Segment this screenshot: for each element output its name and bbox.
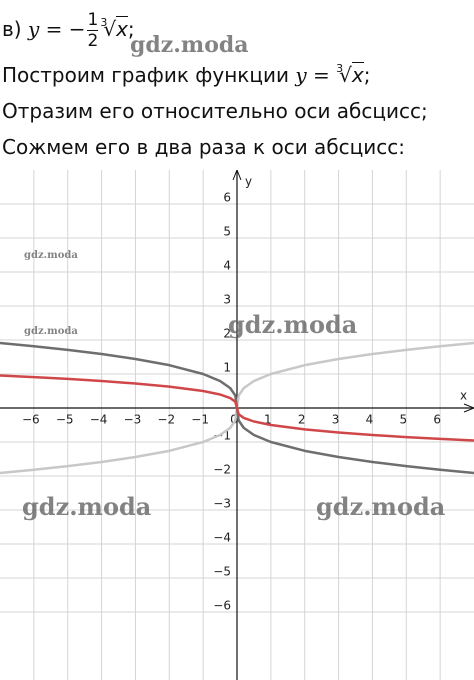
y-tick-label: −5 [213,565,231,579]
watermark: gdz.moda [130,32,249,58]
x-tick-label: −1 [191,413,209,427]
punct: ; [127,17,135,41]
y-tick-label: 3 [223,293,231,307]
radicand: x [116,16,128,41]
y-tick-label: −2 [213,463,231,477]
x-tick-label: 3 [332,413,340,427]
line2: Построим график функции y = 3√x; [2,62,371,87]
text: Построим график функции [2,63,296,87]
y-tick-label: 5 [223,225,231,239]
x-tick-label: 5 [399,413,407,427]
x-tick-label: −4 [90,413,108,427]
numerator: 1 [87,10,99,31]
formula: y = [295,63,337,87]
x-tick-label: 1 [264,413,272,427]
punct: ; [363,63,371,87]
y-tick-label: 2 [223,327,231,341]
y-tick-label: −4 [213,531,231,545]
watermark: gdz.moda [24,250,78,261]
line1: в) y = −1 2 3√x; [2,10,135,51]
x-arrow [463,403,474,413]
root-index: 3 [336,62,344,75]
line4: Сожмем его в два раза к оси абсцисс: [2,135,405,159]
formula: y = − [27,17,86,41]
label: в) [2,17,28,41]
y-arrow [232,170,242,181]
y-tick-label: −3 [213,497,231,511]
y-tick-label: 4 [223,259,231,273]
x-tick-label: −6 [22,413,40,427]
denominator: 2 [87,31,99,51]
x-tick-label: −5 [56,413,74,427]
y-tick-label: −6 [213,599,231,613]
y-tick-label: −1 [213,429,231,443]
x-tick-label: 2 [298,413,306,427]
series-line [0,374,474,442]
root-index: 3 [100,16,108,29]
x-tick-label: 6 [433,413,441,427]
radicand: x [351,62,364,87]
y-axis-label: y [245,175,252,189]
y-tick-label: 6 [223,191,231,205]
x-tick-label: 0 [230,413,238,427]
watermark: gdz.moda [24,326,78,337]
x-axis-label: x [460,389,467,403]
watermark: gdz.moda [316,492,446,521]
x-tick-label: −3 [124,413,142,427]
y-tick-label: 1 [223,361,231,375]
watermark: gdz.moda [228,310,358,339]
x-tick-label: −2 [157,413,175,427]
watermark: gdz.moda [22,492,152,521]
x-tick-label: 4 [366,413,374,427]
line3: Отразим его относительно оси абсцисс; [2,99,428,123]
